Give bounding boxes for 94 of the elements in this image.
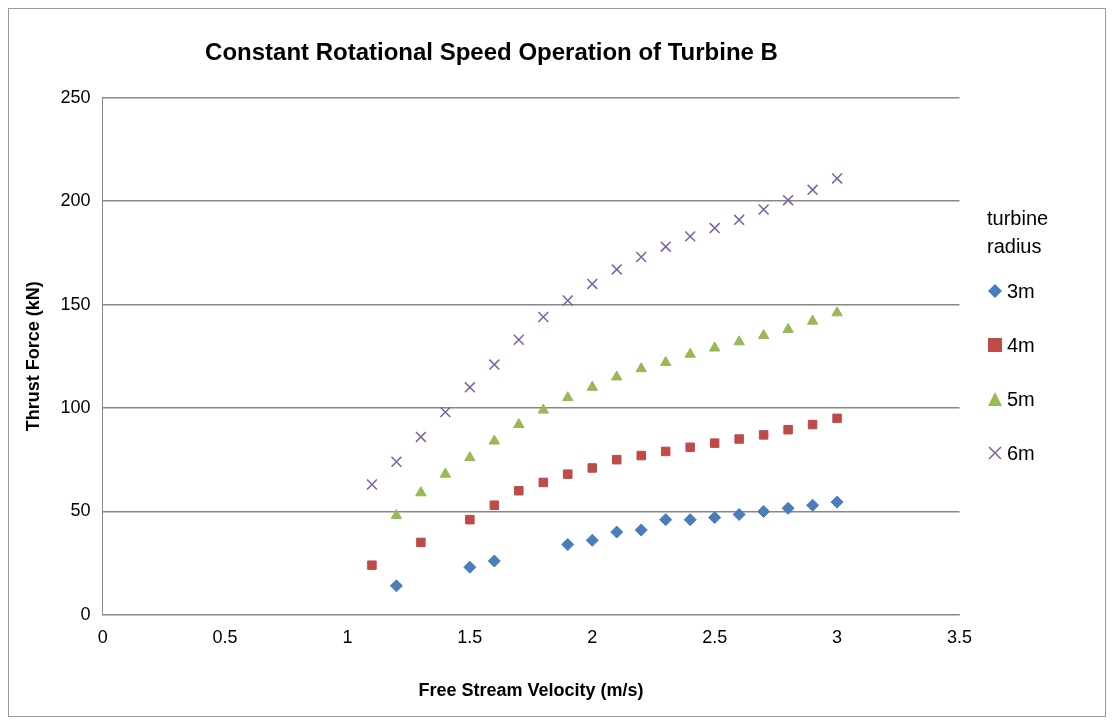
point — [757, 329, 770, 340]
point — [634, 523, 648, 537]
point — [587, 463, 598, 473]
point — [463, 560, 477, 574]
point — [783, 424, 793, 435]
point — [782, 322, 794, 333]
point — [390, 456, 403, 468]
point — [685, 442, 695, 453]
point — [389, 579, 403, 593]
point — [464, 381, 476, 394]
point — [734, 434, 744, 444]
point — [733, 335, 745, 346]
point — [660, 241, 672, 253]
point — [708, 341, 721, 352]
point — [562, 391, 574, 402]
point — [439, 467, 452, 478]
point — [612, 454, 622, 465]
y-tick-label: 50 — [70, 500, 91, 521]
point — [415, 486, 427, 497]
point — [806, 184, 819, 196]
point — [611, 370, 623, 381]
legend-label: 3m — [1007, 279, 1035, 304]
point — [415, 431, 427, 443]
y-tick-label: 0 — [80, 603, 91, 624]
point — [781, 501, 795, 515]
point — [537, 403, 549, 414]
point — [782, 194, 794, 206]
point — [757, 504, 771, 518]
point — [708, 511, 722, 525]
x-tick-label: 3.5 — [946, 626, 972, 647]
chart-title: Constant Rotational Speed Operation of Turbine B — [205, 38, 778, 66]
x-tick-label: 0 — [97, 626, 108, 647]
point — [806, 314, 819, 325]
x-axis-title: Free Stream Velocity (m/s) — [418, 680, 644, 701]
point — [586, 380, 598, 391]
point — [390, 509, 403, 520]
point — [611, 263, 623, 276]
x-tick-label: 2 — [587, 626, 598, 647]
y-tick-label: 200 — [60, 190, 91, 211]
point — [465, 514, 475, 525]
point — [366, 478, 378, 491]
point — [489, 500, 500, 510]
y-tick-label: 100 — [60, 396, 91, 417]
point — [733, 214, 745, 226]
point — [514, 485, 524, 496]
point — [831, 172, 843, 185]
point — [538, 477, 549, 488]
point — [635, 362, 647, 373]
point — [488, 434, 501, 445]
point — [830, 495, 844, 509]
x-tick-label: 3 — [832, 626, 843, 647]
point — [831, 306, 843, 317]
point — [562, 294, 574, 307]
point — [464, 451, 476, 462]
point — [832, 413, 842, 424]
point — [684, 347, 696, 358]
x-tick-label: 0.5 — [212, 626, 238, 647]
point — [610, 525, 624, 539]
y-axis-title: Thrust Force (kN) — [22, 281, 43, 432]
legend-label: 4m — [1007, 333, 1035, 358]
point — [683, 513, 697, 527]
point — [416, 537, 426, 548]
point — [513, 418, 525, 429]
point — [439, 406, 452, 418]
point — [708, 222, 721, 234]
legend-label: 6m — [1007, 441, 1035, 466]
point — [757, 203, 770, 216]
x-tick-label: 2.5 — [702, 626, 728, 647]
point — [636, 450, 646, 461]
point — [732, 508, 746, 521]
point — [563, 469, 573, 479]
point — [659, 513, 673, 527]
point — [585, 533, 599, 547]
point — [487, 554, 501, 568]
legend-title: turbine radius — [987, 206, 1050, 259]
point — [807, 419, 818, 430]
point — [684, 230, 696, 243]
x-tick-label: 1 — [342, 626, 353, 647]
point — [586, 278, 598, 290]
y-tick-label: 250 — [60, 86, 91, 107]
point — [660, 356, 672, 366]
point — [367, 560, 377, 570]
point — [660, 446, 671, 457]
point — [561, 537, 575, 551]
legend-label: 5m — [1007, 387, 1035, 412]
point — [758, 430, 769, 440]
y-tick-label: 150 — [60, 293, 91, 314]
point — [709, 438, 720, 448]
point — [537, 311, 549, 323]
point — [488, 358, 501, 371]
point — [635, 251, 647, 263]
point — [806, 498, 820, 512]
x-tick-label: 1.5 — [457, 626, 483, 647]
point — [513, 334, 525, 346]
